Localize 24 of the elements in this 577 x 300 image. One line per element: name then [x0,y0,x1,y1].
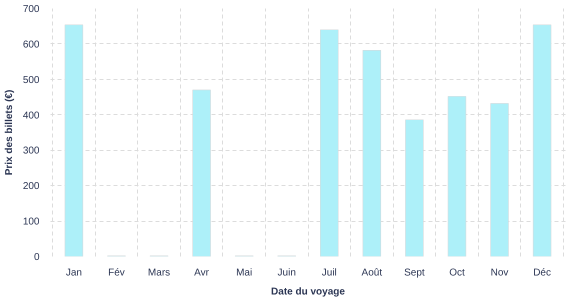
x-tick-label: Nov [490,268,508,278]
x-tick-label: Fév [108,268,125,278]
x-tick-label: Sept [404,268,425,278]
bar [532,24,552,256]
y-tick-label: 300 [22,146,40,157]
x-tick-label: Juil [322,268,337,278]
y-tick-label: 500 [22,74,40,86]
x-tick-label: Mai [236,268,252,278]
x-tick-label: Avr [194,268,210,278]
x-tick-label: Juin [278,268,296,278]
y-tick-label: 600 [22,39,40,50]
y-tick-label: 100 [22,216,40,228]
y-tick-label: 200 [22,181,40,192]
x-tick-label: Jan [66,268,82,278]
x-tick-label: Déc [533,268,551,278]
x-tick-label: Oct [449,268,465,278]
y-tick-label: 400 [22,110,40,122]
y-tick-label: 700 [22,4,40,15]
y-axis-title: Prix des billets (€) [4,90,15,176]
x-axis-title: Date du voyage [271,286,346,298]
x-tick-label: Mars [148,268,170,278]
x-tick-label: Août [362,268,382,278]
y-tick-label: 0 [34,252,40,263]
bar [64,24,84,256]
